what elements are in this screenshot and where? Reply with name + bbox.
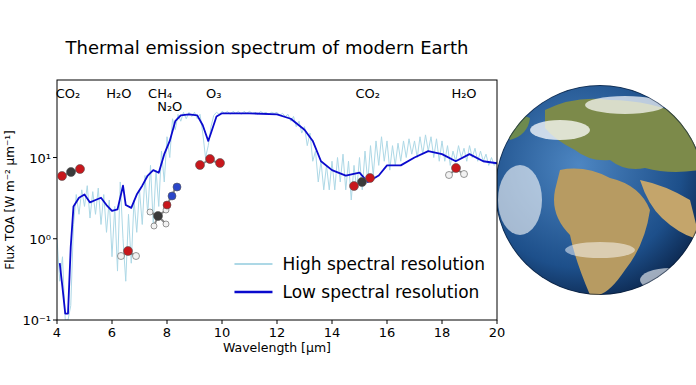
x-tick <box>112 320 113 324</box>
earth-land <box>500 114 530 140</box>
y-tick <box>53 157 57 158</box>
earth <box>495 85 696 296</box>
chart: 4 6 8 10 12 14 16 18 20 10⁻¹ 10⁰ 10¹ Thermal emissio… <box>0 0 696 385</box>
atom <box>58 172 67 181</box>
legend-label: Low spectral resolution <box>282 282 479 302</box>
series-line <box>60 113 497 313</box>
x-tick <box>167 320 168 324</box>
x-tick-label: 8 <box>163 325 171 340</box>
x-tick-label: 18 <box>434 325 451 340</box>
atom <box>206 155 215 164</box>
x-tick-label: 20 <box>489 325 506 340</box>
atom <box>147 209 153 215</box>
series-line <box>57 111 497 320</box>
atom <box>173 183 181 191</box>
x-tick <box>497 320 498 324</box>
earth-cloud <box>498 165 542 235</box>
x-tick <box>277 320 278 324</box>
atom <box>216 159 225 168</box>
earth-ocean <box>495 85 696 295</box>
x-tick-label: 4 <box>53 325 61 340</box>
atom <box>163 201 171 209</box>
x-tick-label: 6 <box>108 325 116 340</box>
atom <box>461 171 468 178</box>
legend: High spectral resolution Low spectral res… <box>234 254 485 302</box>
atom <box>133 253 140 260</box>
x-tick <box>57 320 58 324</box>
y-tick <box>53 238 57 239</box>
x-tick <box>222 320 223 324</box>
earth-land <box>640 180 696 240</box>
atom <box>163 221 169 227</box>
y-axis-label: Flux TOA [W m⁻² μm⁻¹] <box>3 130 17 270</box>
legend-label: High spectral resolution <box>282 254 485 274</box>
molecule-label: H₂O <box>106 86 131 101</box>
legend-swatch <box>234 263 272 265</box>
earth-cloud <box>530 120 590 140</box>
x-tick-label: 10 <box>214 325 231 340</box>
molecule-label: CO₂ <box>56 86 81 101</box>
data-group <box>57 111 497 320</box>
atom <box>350 182 359 191</box>
y-tick <box>53 320 57 321</box>
legend-swatch <box>234 291 272 294</box>
atom <box>124 247 133 256</box>
earth-cloud <box>585 96 665 114</box>
y-tick-label: 10⁰ <box>29 232 51 247</box>
atom <box>168 192 176 200</box>
x-tick-label: 12 <box>269 325 286 340</box>
x-tick-label: 16 <box>379 325 396 340</box>
molecule-label: H₂O <box>451 86 476 101</box>
title: Thermal emission spectrum of modern Eart… <box>65 37 469 58</box>
earth-cloud <box>640 268 696 292</box>
atom <box>196 161 205 170</box>
molecule-label: O₃ <box>206 86 221 101</box>
y-tick-label: 10¹ <box>29 151 51 166</box>
y-tick-label: 10⁻¹ <box>22 313 51 328</box>
atom <box>446 172 453 179</box>
x-tick <box>387 320 388 324</box>
x-axis-label: Wavelength [μm] <box>223 340 331 355</box>
x-tick-label: 14 <box>324 325 341 340</box>
molecule-label: N₂O <box>157 99 182 114</box>
plot-background <box>57 80 497 320</box>
earth-land <box>554 169 650 296</box>
atom <box>76 165 85 174</box>
earth-rim <box>495 85 696 295</box>
earth-cloud <box>565 242 635 258</box>
atom <box>118 253 125 260</box>
plot-frame <box>57 80 497 320</box>
atom <box>358 178 367 187</box>
atom <box>366 174 375 183</box>
atom <box>452 164 461 173</box>
x-tick <box>332 320 333 324</box>
molecule-label: CO₂ <box>355 86 380 101</box>
atom <box>67 168 76 177</box>
atom <box>151 223 157 229</box>
x-tick <box>442 320 443 324</box>
atom <box>154 212 163 221</box>
